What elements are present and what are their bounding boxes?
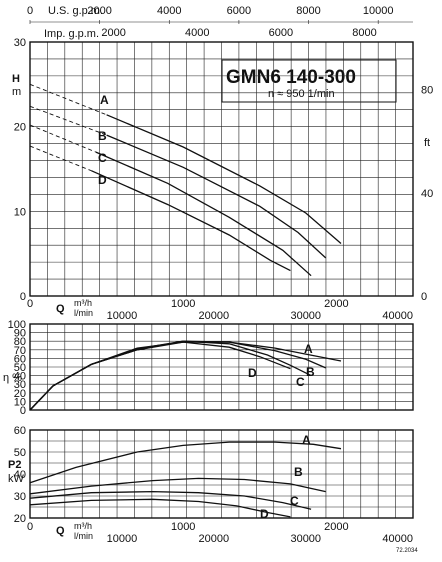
bottom-m3h-tick-label: 2000	[324, 521, 348, 533]
efficiency-y-tick-label: 60	[14, 353, 26, 365]
head-y-tick-label: 30	[14, 37, 26, 49]
bottom-lmin-tick-label: 40000	[382, 533, 413, 545]
power-curve-label-a: A	[302, 433, 311, 447]
power-curve-label-d: D	[260, 507, 269, 521]
head-lmin-tick-label: 40000	[382, 310, 413, 322]
efficiency-curve-label-d: D	[248, 366, 257, 380]
efficiency-y-tick-label: 10	[14, 396, 26, 408]
imp-gpm-axis-label: Imp. g.p.m.	[44, 28, 99, 40]
bottom-m3h-tick-label: 1000	[171, 521, 195, 533]
power-curve-b	[29, 477, 326, 495]
us-gpm-tick-label: 6000	[227, 5, 251, 17]
efficiency-curve-label-c: C	[296, 375, 305, 389]
bottom-flow-q-label: Q	[56, 525, 65, 537]
power-y-tick-label: 30	[14, 491, 26, 503]
bottom-lmin-tick-label: 20000	[199, 533, 230, 545]
head-curve-label-c: C	[98, 151, 107, 165]
power-frame	[29, 429, 414, 519]
efficiency-y-tick-label: 0	[20, 405, 26, 417]
head-lmin-tick-label: 20000	[199, 310, 230, 322]
head-curve-label-a: A	[100, 93, 109, 107]
head-ft-tick-label: 40	[421, 188, 433, 200]
efficiency-y-tick-label: 30	[14, 379, 26, 391]
head-y-tick-label: 0	[20, 291, 26, 303]
efficiency-curve-a	[29, 341, 342, 411]
head-curve-a-dashed	[29, 83, 107, 116]
efficiency-y-tick-label: 20	[14, 388, 26, 400]
bottom-flow-lmin-label: l/min	[74, 531, 93, 541]
us-gpm-tick-label: 8000	[296, 5, 320, 17]
efficiency-curve-label-a: A	[304, 342, 313, 356]
chart-reference-code: 72.2034	[396, 548, 418, 554]
power-curve-d	[29, 498, 291, 518]
efficiency-y-tick-label: 90	[14, 328, 26, 340]
head-flow-lmin-label: l/min	[74, 308, 93, 318]
efficiency-axis-label: η %	[3, 372, 22, 384]
head-curve-label-d: D	[98, 173, 107, 187]
imp-gpm-tick-label: 4000	[185, 27, 209, 39]
head-lmin-tick-label: 10000	[107, 310, 138, 322]
power-y-tick-label: 40	[14, 469, 26, 481]
head-curve-a	[106, 114, 342, 244]
power-y-tick-label: 50	[14, 447, 26, 459]
imp-gpm-tick-label: 8000	[352, 27, 376, 39]
efficiency-y-tick-label: 80	[14, 336, 26, 348]
us-gpm-tick-label: 4000	[157, 5, 181, 17]
head-m3h-tick-label: 0	[27, 298, 33, 310]
power-y-tick-label: 60	[14, 425, 26, 437]
head-flow-q-label: Q	[56, 303, 65, 315]
head-curve-b	[106, 134, 327, 259]
power-axis-label-unit: kW	[8, 473, 25, 485]
head-curve-c-dashed	[29, 124, 97, 153]
head-curve-c	[95, 151, 312, 277]
head-ft-axis-label: ft	[424, 137, 430, 149]
head-frame	[29, 41, 414, 297]
power-axis-label-p2: P2	[8, 459, 21, 471]
us-gpm-tick-label: 0	[27, 5, 33, 17]
head-lmin-tick-label: 30000	[290, 310, 321, 322]
title-box	[221, 59, 397, 103]
head-axis-label-unit: m	[12, 86, 21, 98]
efficiency-curve-label-b: B	[306, 365, 315, 379]
efficiency-curve-d	[29, 341, 291, 411]
head-m3h-tick-label: 2000	[324, 298, 348, 310]
head-ft-tick-label: 80	[421, 85, 433, 97]
head-m3h-tick-label: 1000	[171, 298, 195, 310]
head-y-tick-label: 10	[14, 206, 26, 218]
head-y-tick-label: 20	[14, 122, 26, 134]
power-curve-a	[29, 441, 342, 484]
us-gpm-tick-label: 10000	[363, 5, 394, 17]
imp-gpm-tick-label: 2000	[101, 27, 125, 39]
efficiency-y-tick-label: 40	[14, 371, 26, 383]
head-curve-d	[91, 170, 291, 272]
us-gpm-axis-label: U.S. g.p.m.	[48, 5, 103, 17]
head-curve-label-b: B	[98, 129, 107, 143]
head-flow-m3h-label: m³/h	[74, 298, 92, 308]
us-gpm-tick-label: 2000	[87, 5, 111, 17]
head-ft-tick-label: 0	[421, 291, 427, 303]
bottom-flow-m3h-label: m³/h	[74, 521, 92, 531]
power-y-tick-label: 20	[14, 513, 26, 525]
efficiency-y-tick-label: 70	[14, 345, 26, 357]
bottom-lmin-tick-label: 30000	[290, 533, 321, 545]
pump-speed-label: n ≈ 950 1/min	[268, 88, 335, 100]
bottom-lmin-tick-label: 10000	[107, 533, 138, 545]
efficiency-y-tick-label: 100	[8, 319, 26, 331]
efficiency-frame	[29, 323, 414, 411]
efficiency-y-tick-label: 50	[14, 362, 26, 374]
bottom-m3h-tick-label: 0	[27, 521, 33, 533]
power-curve-label-c: C	[290, 494, 299, 508]
power-curve-label-b: B	[294, 465, 303, 479]
head-axis-label-h: H	[12, 73, 20, 85]
imp-gpm-tick-label: 6000	[269, 27, 293, 39]
power-curve-c	[29, 490, 312, 510]
